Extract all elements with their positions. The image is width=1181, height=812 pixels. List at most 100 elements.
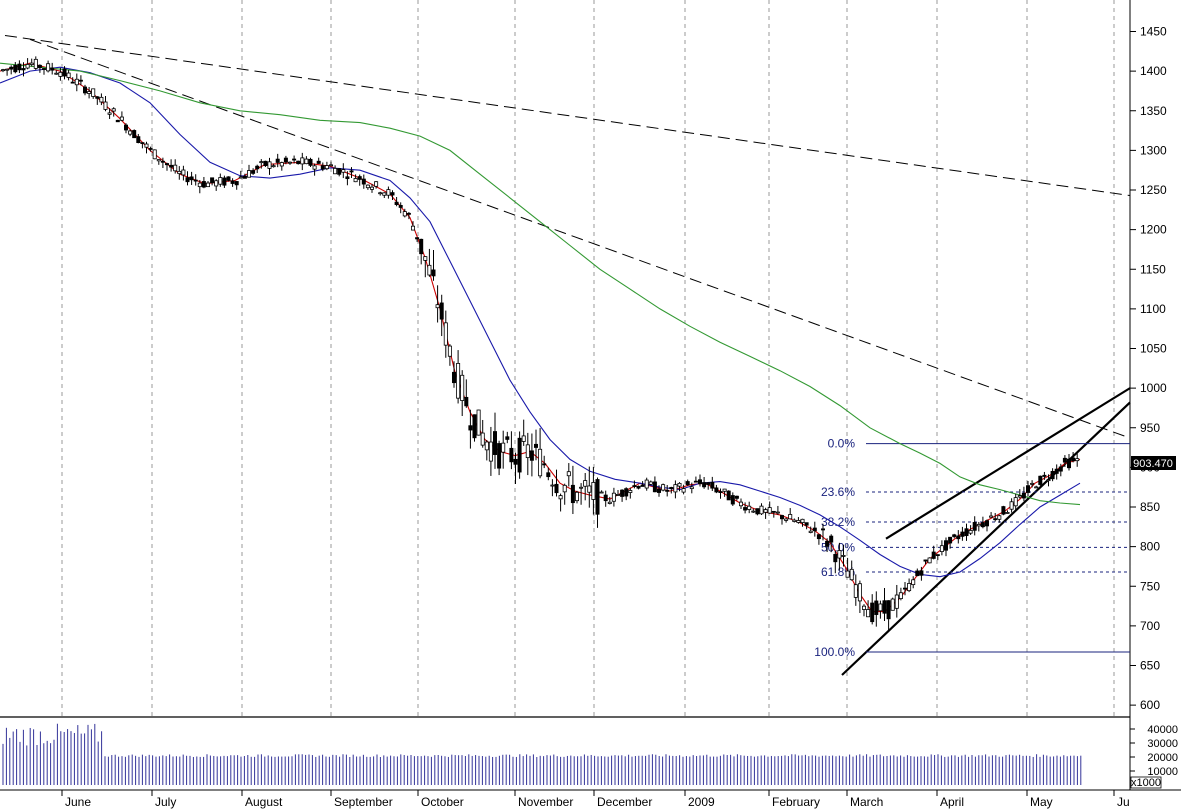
candle-body bbox=[591, 482, 596, 500]
date-tick-label: December bbox=[597, 795, 652, 809]
volume-multiplier-label: x1000 bbox=[1131, 777, 1161, 789]
candle-body bbox=[300, 157, 305, 165]
candle-body bbox=[320, 165, 325, 170]
candle-body bbox=[464, 396, 469, 407]
candle-body bbox=[944, 540, 949, 551]
candle-body bbox=[710, 481, 715, 489]
candle-body bbox=[316, 160, 321, 164]
candle-body bbox=[406, 212, 411, 215]
candle-body bbox=[816, 534, 821, 540]
price-tick-label: 600 bbox=[1140, 698, 1160, 712]
price-tick-label: 950 bbox=[1140, 421, 1160, 435]
trendline bbox=[885, 387, 1131, 540]
candle-body bbox=[960, 531, 965, 537]
candle-body bbox=[5, 68, 10, 71]
candle-body bbox=[1054, 468, 1059, 474]
candle-body bbox=[128, 130, 133, 135]
date-tick-label: February bbox=[772, 795, 820, 809]
candle-body bbox=[632, 485, 637, 487]
candle-body bbox=[685, 481, 690, 486]
trendline bbox=[4, 34, 1131, 197]
candle-body bbox=[993, 518, 998, 521]
candle-body bbox=[62, 68, 67, 77]
candle-body bbox=[538, 448, 543, 477]
price-tick-label: 850 bbox=[1140, 500, 1160, 514]
candle-body bbox=[611, 492, 616, 502]
candle-body bbox=[439, 302, 444, 320]
candle-body bbox=[558, 495, 563, 500]
candle-body bbox=[328, 164, 333, 167]
candle-body bbox=[587, 485, 592, 493]
price-tick-label: 1200 bbox=[1140, 223, 1167, 237]
candle-body bbox=[939, 545, 944, 552]
date-tick-label: July bbox=[155, 795, 176, 809]
candle-body bbox=[33, 58, 38, 69]
candle-body bbox=[78, 79, 83, 82]
candle-body bbox=[948, 536, 953, 544]
candle-body bbox=[99, 96, 104, 103]
candle-body bbox=[636, 485, 641, 489]
candle-body bbox=[734, 495, 739, 499]
candle-body bbox=[693, 480, 698, 483]
price-tick-label: 800 bbox=[1140, 540, 1160, 554]
candle-body bbox=[718, 491, 723, 493]
candle-body bbox=[238, 176, 243, 179]
candle-body bbox=[857, 583, 862, 602]
date-tick-label: June bbox=[65, 795, 91, 809]
candle-body bbox=[956, 535, 961, 540]
candle-body bbox=[468, 425, 473, 431]
candle-body bbox=[361, 178, 366, 185]
candle-body bbox=[382, 192, 387, 196]
candle-body bbox=[156, 159, 161, 162]
candle-body bbox=[46, 63, 51, 72]
candle-body bbox=[890, 598, 895, 611]
volume-bars bbox=[2, 723, 1082, 785]
fib-label: 23.6% bbox=[821, 485, 855, 499]
candle-body bbox=[201, 181, 206, 188]
candle-body bbox=[140, 142, 145, 144]
candle-body bbox=[1009, 501, 1014, 510]
candle-body bbox=[1038, 475, 1043, 485]
candle-body bbox=[415, 237, 420, 240]
price-tick-label: 1000 bbox=[1140, 381, 1167, 395]
candle-body bbox=[87, 91, 92, 94]
candle-body bbox=[599, 491, 604, 494]
price-tick-label: 1300 bbox=[1140, 143, 1167, 157]
moving-average-line bbox=[0, 62, 1081, 506]
candle-body bbox=[669, 487, 674, 490]
candle-body bbox=[402, 211, 407, 217]
candle-body bbox=[726, 490, 731, 501]
candle-body bbox=[287, 161, 292, 164]
date-tick-label: 2009 bbox=[688, 795, 715, 809]
candle-body bbox=[222, 177, 227, 186]
candle-body bbox=[579, 486, 584, 489]
candle-body bbox=[505, 436, 510, 440]
candle-body bbox=[767, 507, 772, 514]
candle-body bbox=[1071, 457, 1076, 462]
candle-body bbox=[517, 437, 522, 473]
candle-body bbox=[456, 363, 461, 399]
candle-body bbox=[1026, 485, 1031, 493]
candle-body bbox=[980, 522, 985, 528]
date-tick-label: May bbox=[1030, 795, 1053, 809]
candle-body bbox=[1050, 471, 1055, 480]
candle-body bbox=[1017, 495, 1022, 498]
candle-body bbox=[894, 594, 899, 609]
vertical-gridlines bbox=[61, 0, 1115, 716]
candle-body bbox=[775, 511, 780, 514]
candle-body bbox=[173, 164, 178, 172]
fib-label: 100.0% bbox=[814, 645, 855, 659]
candle-body bbox=[1067, 458, 1072, 469]
candle-body bbox=[451, 371, 456, 384]
fib-label: 38.2% bbox=[821, 515, 855, 529]
candle-body bbox=[226, 176, 231, 181]
price-tick-label: 1250 bbox=[1140, 183, 1167, 197]
candle-body bbox=[747, 505, 752, 510]
candle-body bbox=[353, 178, 358, 183]
candle-body bbox=[275, 158, 280, 163]
candle-body bbox=[985, 520, 990, 527]
candle-body bbox=[706, 482, 711, 485]
candle-body bbox=[1005, 512, 1010, 514]
candle-body bbox=[513, 458, 518, 465]
candle-body bbox=[583, 480, 588, 487]
